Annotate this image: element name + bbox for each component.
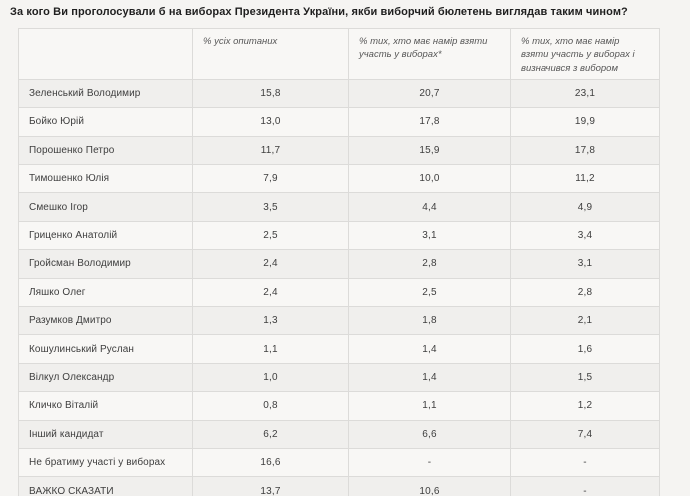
poll-results-table: % усіх опитаних % тих, хто має намір взя…: [18, 28, 660, 496]
value-cell: 1,4: [348, 334, 511, 364]
value-cell: 3,5: [192, 192, 349, 222]
table-row: Інший кандидат 6,2 6,6 7,4: [18, 419, 660, 449]
table-row: Кошулинський Руслан 1,1 1,4 1,6: [18, 334, 660, 364]
header-all-respondents: % усіх опитаних: [192, 28, 349, 80]
value-cell: 1,1: [348, 391, 511, 421]
value-cell: 1,8: [348, 306, 511, 336]
table-header: % усіх опитаних % тих, хто має намір взя…: [18, 28, 660, 80]
value-cell: 2,1: [510, 306, 660, 336]
value-cell: 6,2: [192, 419, 349, 449]
candidate-name-cell: Кличко Віталій: [18, 391, 193, 421]
header-intend-to-vote: % тих, хто має намір взяти участь у вибо…: [348, 28, 511, 80]
value-cell: 19,9: [510, 107, 660, 137]
value-cell: 2,5: [348, 277, 511, 308]
value-cell: 13,0: [192, 107, 349, 137]
value-cell: -: [510, 476, 660, 496]
value-cell: 3,1: [348, 220, 511, 251]
candidate-name-cell: Ляшко Олег: [18, 277, 193, 308]
value-cell: 1,6: [510, 334, 660, 364]
table-row: Гриценко Анатолій 2,5 3,1 3,4: [18, 220, 660, 251]
candidate-name-cell: Гриценко Анатолій: [18, 220, 193, 251]
candidate-name-cell: Зеленський Володимир: [18, 78, 193, 109]
table-row: Зеленський Володимир 15,8 20,7 23,1: [18, 78, 660, 109]
table-row: Бойко Юрій 13,0 17,8 19,9: [18, 107, 660, 137]
value-cell: 3,1: [510, 249, 660, 279]
table-row: Порошенко Петро 11,7 15,9 17,8: [18, 135, 660, 166]
header-candidate-empty: [18, 28, 193, 80]
value-cell: 6,6: [348, 419, 511, 449]
value-cell: 11,7: [192, 135, 349, 166]
value-cell: 13,7: [192, 476, 349, 496]
table-body: Зеленський Володимир 15,8 20,7 23,1 Бойко Юр…: [18, 78, 660, 496]
value-cell: 1,3: [192, 306, 349, 336]
value-cell: 16,6: [192, 447, 349, 478]
value-cell: 15,8: [192, 78, 349, 109]
table-row: Смешко Ігор 3,5 4,4 4,9: [18, 192, 660, 222]
value-cell: 17,8: [510, 135, 660, 166]
value-cell: 1,5: [510, 362, 660, 393]
value-cell: 7,9: [192, 164, 349, 194]
value-cell: 3,4: [510, 220, 660, 251]
value-cell: 15,9: [348, 135, 511, 166]
value-cell: 1,2: [510, 391, 660, 421]
value-cell: 2,8: [510, 277, 660, 308]
value-cell: 20,7: [348, 78, 511, 109]
value-cell: 1,1: [192, 334, 349, 364]
value-cell: 2,4: [192, 277, 349, 308]
table-row: Тимошенко Юлія 7,9 10,0 11,2: [18, 164, 660, 194]
header-row: % усіх опитаних % тих, хто має намір взя…: [18, 28, 660, 80]
value-cell: 17,8: [348, 107, 511, 137]
table-row: Не братиму участі у виборах 16,6- -: [18, 447, 660, 478]
table-row: Разумков Дмитро 1,3 1,8 2,1: [18, 306, 660, 336]
table-row: Ляшко Олег 2,4 2,5 2,8: [18, 277, 660, 308]
page-title: За кого Ви проголосували б на виборах Пр…: [10, 6, 628, 18]
candidate-name-cell: Бойко Юрій: [18, 107, 193, 137]
value-cell: 2,5: [192, 220, 349, 251]
value-cell: 7,4: [510, 419, 660, 449]
value-cell: 1,4: [348, 362, 511, 393]
candidate-name-cell: Не братиму участі у виборах: [18, 447, 193, 478]
candidate-name-cell: Смешко Ігор: [18, 192, 193, 222]
value-cell: 2,8: [348, 249, 511, 279]
value-cell: 10,6: [348, 476, 511, 496]
value-cell: 0,8: [192, 391, 349, 421]
value-cell: 11,2: [510, 164, 660, 194]
header-intend-and-decided: % тих, хто має намір взяти участь у вибо…: [510, 28, 660, 80]
value-cell: 2,4: [192, 249, 349, 279]
table-row: Кличко Віталій 0,8 1,1 1,2: [18, 391, 660, 421]
value-cell: 23,1: [510, 78, 660, 109]
value-cell: 10,0: [348, 164, 511, 194]
value-cell: -: [510, 447, 660, 478]
candidate-name-cell: Інший кандидат: [18, 419, 193, 449]
value-cell: -: [348, 447, 511, 478]
value-cell: 4,4: [348, 192, 511, 222]
candidate-name-cell: ВАЖКО СКАЗАТИ: [18, 476, 193, 496]
candidate-name-cell: Вілкул Олександр: [18, 362, 193, 393]
candidate-name-cell: Разумков Дмитро: [18, 306, 193, 336]
candidate-name-cell: Тимошенко Юлія: [18, 164, 193, 194]
value-cell: 4,9: [510, 192, 660, 222]
table-row: Гройсман Володимир 2,4 2,8 3,1: [18, 249, 660, 279]
table-row: ВАЖКО СКАЗАТИ 13,7 10,6-: [18, 476, 660, 496]
candidate-name-cell: Кошулинський Руслан: [18, 334, 193, 364]
candidate-name-cell: Порошенко Петро: [18, 135, 193, 166]
table-row: Вілкул Олександр 1,0 1,4 1,5: [18, 362, 660, 393]
candidate-name-cell: Гройсман Володимир: [18, 249, 193, 279]
value-cell: 1,0: [192, 362, 349, 393]
